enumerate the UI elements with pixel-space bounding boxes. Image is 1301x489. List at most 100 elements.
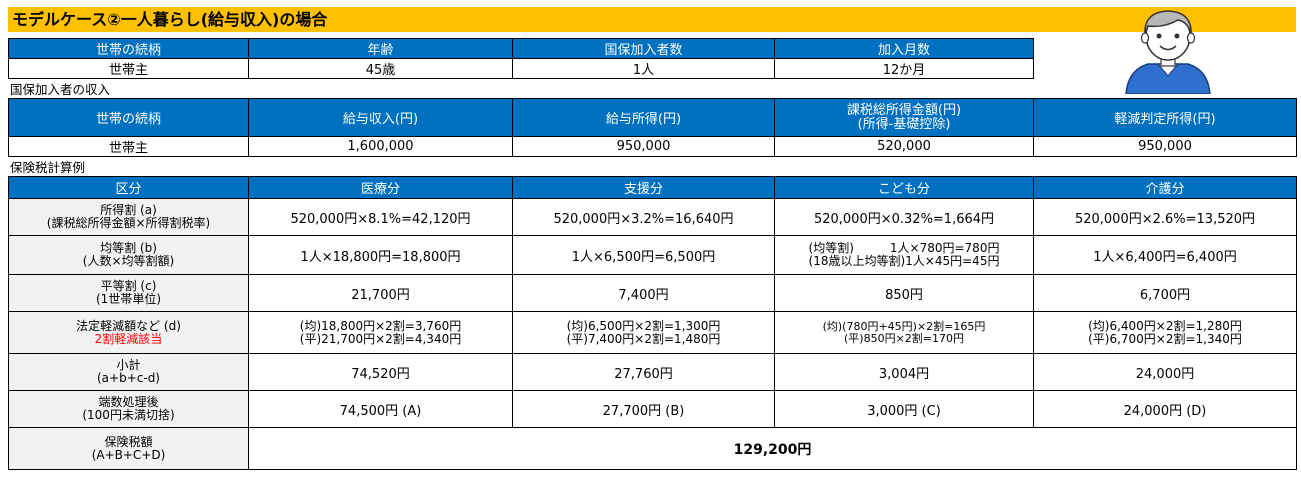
calc-cell-line: 3,000円 (C)	[867, 403, 941, 419]
household-header-months: 加入月数	[774, 38, 1034, 59]
calc-cell-line: 520,000円×3.2%=16,640円	[553, 211, 734, 227]
calc-cell-line: 74,520円	[351, 366, 410, 382]
income-reduction: 950,000	[1033, 136, 1297, 157]
income-table: 世帯の続柄 給与収入(円) 給与所得(円) 課税総所得金額(円) (所得-基礎控…	[8, 98, 1297, 157]
calc-cell-line: (均)(780円+45円)×2割=165円	[822, 319, 986, 333]
household-header-members: 国保加入者数	[512, 38, 775, 59]
calc-header-support: 支援分	[512, 176, 775, 199]
calc-cell-line: (平)850円×2割=170円	[843, 331, 964, 345]
calc-cell-line: (平)6,700円×2割=1,340円	[1088, 331, 1242, 346]
calc-cell: 24,000円 (D)	[1033, 390, 1297, 428]
household-months: 12か月	[774, 58, 1034, 79]
household-table: 世帯の続柄 年齢 国保加入者数 加入月数 世帯主 45歳 1人 12か月	[8, 38, 1034, 79]
income-header-taxable-line2: (所得-基礎控除)	[857, 116, 951, 132]
calc-cell-line: 1人×18,800円=18,800円	[300, 249, 461, 265]
calc-cell: 3,004円	[774, 353, 1034, 391]
calc-header-care: 介護分	[1033, 176, 1297, 199]
calc-row-label: 均等割 (b) (人数×均等割額)	[8, 235, 249, 275]
calc-row: 均等割 (b) (人数×均等割額) 1人×18,800円=18,800円 1人×6,5…	[8, 235, 1297, 275]
calc-cell-line: 6,700円	[1139, 287, 1191, 303]
income-taxable: 520,000	[774, 136, 1034, 157]
calc-cell-line: 1人×6,500円=6,500円	[571, 249, 716, 265]
calc-cell-line: (平)21,700円×2割=4,340円	[299, 331, 462, 346]
calc-row-label-line1: 所得割 (a)	[100, 203, 157, 217]
calc-table: 区分 医療分 支援分 こども分 介護分 所得割 (a) (課税総所得金額×所得割税…	[8, 176, 1297, 470]
calc-cell-line: 850円	[885, 287, 923, 303]
calc-row-label-line2: (1世帯単位)	[96, 292, 161, 306]
calc-row-label: 端数処理後 (100円未満切捨)	[8, 390, 249, 428]
calc-cell: 850円	[774, 274, 1034, 312]
calc-header-children: こども分	[774, 176, 1034, 199]
calc-cell: 21,700円	[248, 274, 513, 312]
income-salary: 1,600,000	[248, 136, 513, 157]
calc-cell-line: 21,700円	[351, 287, 410, 303]
calc-cell: (均)18,800円×2割=3,760円 (平)21,700円×2割=4,340円	[248, 311, 513, 354]
calc-cell: (均等割) 1人×780円=780円 (18歳以上均等割)1人×45円=45円	[774, 235, 1034, 275]
calc-cell: 74,500円 (A)	[248, 390, 513, 428]
calc-cell-line: 520,000円×2.6%=13,520円	[1074, 211, 1256, 227]
calc-cell-line: (均)6,500円×2割=1,300円	[566, 318, 721, 333]
household-header-relation: 世帯の続柄	[8, 38, 249, 59]
income-header-taxable: 課税総所得金額(円) (所得-基礎控除)	[774, 98, 1034, 137]
calc-section-label: 保険税計算例	[10, 160, 86, 175]
calc-row: 法定軽減額など (d) 2割軽減該当 (均)18,800円×2割=3,760円 (平)…	[8, 311, 1297, 354]
calc-row-label-line1: 法定軽減額など (d)	[76, 318, 181, 333]
calc-row-label: 平等割 (c) (1世帯単位)	[8, 274, 249, 312]
calc-cell-line: (均)18,800円×2割=3,760円	[299, 318, 462, 333]
calc-rows: 所得割 (a) (課税総所得金額×所得割税率) 520,000円×8.1%=42,1…	[8, 198, 1297, 428]
calc-cell: 3,000円 (C)	[774, 390, 1034, 428]
calc-row-label: 小計 (a+b+c-d)	[8, 353, 249, 391]
calc-row-label-line2: 2割軽減該当	[94, 331, 163, 346]
household-relation: 世帯主	[8, 58, 249, 79]
calc-cell: 1人×18,800円=18,800円	[248, 235, 513, 275]
calc-cell: (均)(780円+45円)×2割=165円 (平)850円×2割=170円	[774, 311, 1034, 354]
calc-cell: 6,700円	[1033, 274, 1297, 312]
income-salary-income: 950,000	[512, 136, 775, 157]
calc-cell: 1人×6,400円=6,400円	[1033, 235, 1297, 275]
calc-cell: 520,000円×3.2%=16,640円	[512, 198, 775, 236]
calc-cell: 27,760円	[512, 353, 775, 391]
calc-cell: 520,000円×2.6%=13,520円	[1033, 198, 1297, 236]
calc-row: 平等割 (c) (1世帯単位) 21,700円 7,400円 850円 6,700円	[8, 274, 1297, 312]
calc-cell-line: 27,700円 (B)	[602, 403, 685, 419]
calc-row-label: 所得割 (a) (課税総所得金額×所得割税率)	[8, 198, 249, 236]
calc-cell-line: 24,000円 (D)	[1123, 403, 1207, 419]
calc-cell: 520,000円×0.32%=1,664円	[774, 198, 1034, 236]
calc-cell-line: 520,000円×0.32%=1,664円	[813, 211, 995, 227]
calc-cell-line: (平)7,400円×2割=1,480円	[566, 331, 721, 346]
calc-row-label-line1: 均等割 (b)	[100, 241, 157, 255]
calc-row-label-line1: 小計	[116, 358, 141, 372]
calc-row: 小計 (a+b+c-d) 74,520円 27,760円 3,004円 24,000円	[8, 353, 1297, 391]
calc-row-label-line1: 端数処理後	[98, 395, 159, 409]
income-section-label: 国保加入者の収入	[10, 82, 111, 97]
total-value: 129,200円	[248, 427, 1297, 470]
calc-cell: 520,000円×8.1%=42,120円	[248, 198, 513, 236]
calc-cell-line: 7,400円	[618, 287, 669, 303]
calc-cell: 74,520円	[248, 353, 513, 391]
household-members: 1人	[512, 58, 775, 79]
household-age: 45歳	[248, 58, 513, 79]
calc-header-medical: 医療分	[248, 176, 513, 199]
calc-row: 所得割 (a) (課税総所得金額×所得割税率) 520,000円×8.1%=42,1…	[8, 198, 1297, 236]
calc-cell: 27,700円 (B)	[512, 390, 775, 428]
total-label-line1: 保険税額	[104, 434, 153, 449]
calc-cell-line: 24,000円	[1135, 366, 1195, 382]
calc-row-label-line2: (課税総所得金額×所得割税率)	[46, 216, 211, 230]
calc-cell-line: 3,004円	[878, 366, 930, 382]
calc-row-label: 法定軽減額など (d) 2割軽減該当	[8, 311, 249, 354]
total-label: 保険税額 (A+B+C+D)	[8, 427, 249, 470]
income-header-reduction: 軽減判定所得(円)	[1033, 98, 1297, 137]
page-title: モデルケース②一人暮らし(給与収入)の場合	[8, 7, 1296, 32]
calc-cell: (均)6,500円×2割=1,300円 (平)7,400円×2割=1,480円	[512, 311, 775, 354]
income-header-taxable-line1: 課税総所得金額(円)	[846, 102, 962, 118]
calc-cell: 7,400円	[512, 274, 775, 312]
calc-row-label-line2: (100円未満切捨)	[82, 408, 175, 422]
person-icon	[1125, 10, 1211, 94]
calc-cell: 24,000円	[1033, 353, 1297, 391]
income-header-salary: 給与収入(円)	[248, 98, 513, 137]
total-label-line2: (A+B+C+D)	[91, 447, 166, 462]
calc-cell: 1人×6,500円=6,500円	[512, 235, 775, 275]
calc-cell-line: (均等割) 1人×780円=780円	[808, 241, 1000, 255]
calc-header-category: 区分	[8, 176, 249, 199]
calc-cell-line: 27,760円	[614, 366, 673, 382]
